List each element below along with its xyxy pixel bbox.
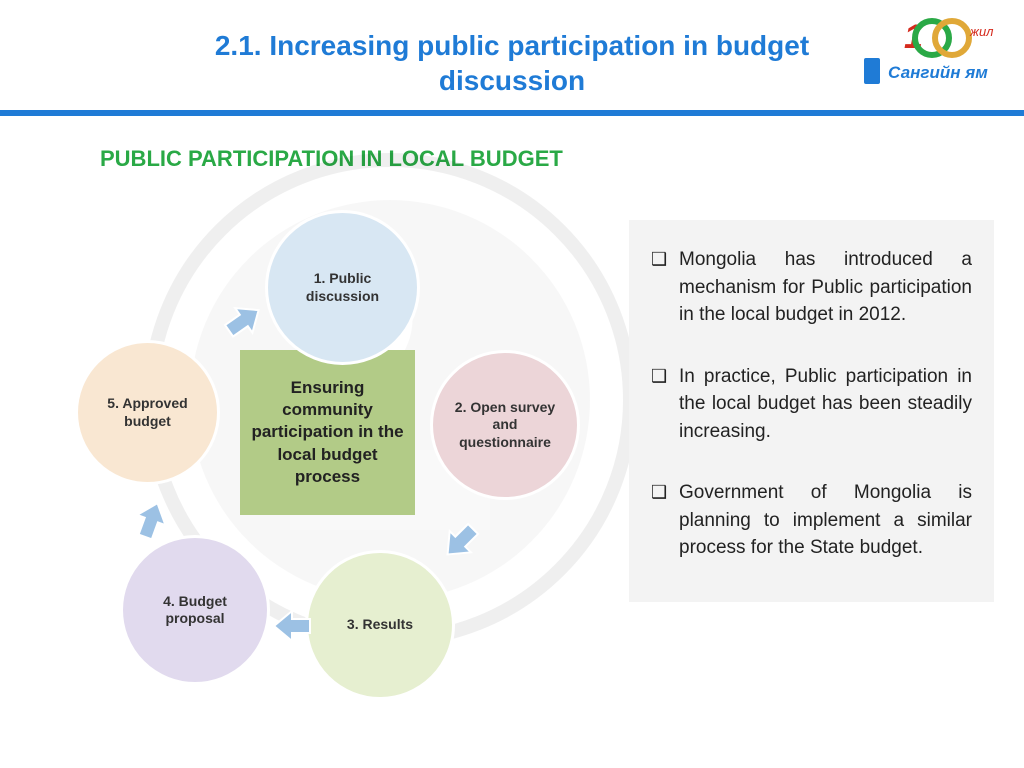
cycle-diagram: Ensuring community participation in the …	[60, 200, 600, 740]
page-title: 2.1. Increasing public participation in …	[152, 28, 872, 98]
cycle-node-4: 4. Budget proposal	[120, 535, 270, 685]
cycle-node-1: 1. Public discussion	[265, 210, 420, 365]
bullet-item: In practice, Public participation in the…	[651, 363, 972, 446]
bullet-list: Mongolia has introduced a mechanism for …	[651, 246, 972, 562]
cycle-arrow-2-3	[431, 511, 490, 570]
logo-bottom-text: Сангийн ям	[888, 63, 988, 82]
cycle-node-2: 2. Open survey and questionnaire	[430, 350, 580, 500]
cycle-arrow-3-4	[272, 605, 314, 647]
diagram-center: Ensuring community participation in the …	[240, 350, 415, 515]
cycle-node-5: 5. Approved budget	[75, 340, 220, 485]
bullet-item: Mongolia has introduced a mechanism for …	[651, 246, 972, 329]
slide-header: 2.1. Increasing public participation in …	[0, 0, 1024, 110]
logo-top-text: жил	[969, 24, 994, 39]
bullet-item: Government of Mongolia is planning to im…	[651, 479, 972, 562]
cycle-arrow-5-1	[214, 292, 272, 350]
text-panel: Mongolia has introduced a mechanism for …	[629, 220, 994, 602]
logo: 1 жил Сангийн ям	[854, 14, 994, 90]
cycle-node-3: 3. Results	[305, 550, 455, 700]
header-rule	[0, 110, 1024, 116]
